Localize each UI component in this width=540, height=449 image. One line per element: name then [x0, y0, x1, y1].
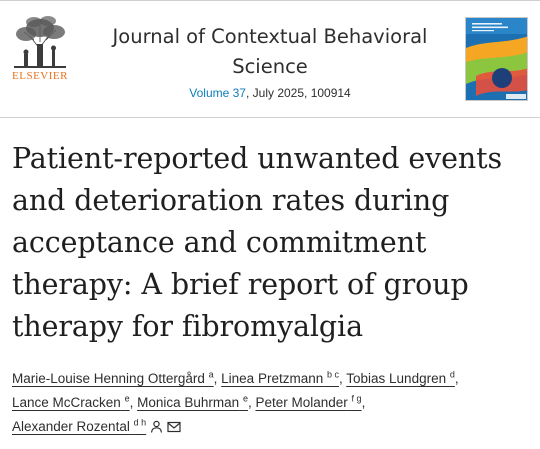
- author-link[interactable]: Tobias Lundgren d: [346, 369, 455, 386]
- affiliation-marker: f g: [351, 393, 362, 404]
- affiliation-marker: e: [242, 393, 248, 404]
- author-name: Linea Pretzmann: [221, 371, 324, 386]
- elsevier-tree-icon[interactable]: [8, 14, 72, 86]
- journal-cover-thumbnail[interactable]: [465, 17, 528, 101]
- author-link[interactable]: Marie-Louise Henning Ottergård a: [12, 369, 214, 386]
- journal-title[interactable]: Journal of Contextual Behavioral Science: [90, 22, 450, 82]
- article-title-line: therapy: A brief report of group: [12, 268, 469, 301]
- issue-info: , July 2025, 100914: [245, 86, 351, 100]
- author-name: Lance McCracken: [12, 395, 121, 410]
- author-link[interactable]: Monica Buhrman e: [137, 393, 248, 410]
- journal-info: Journal of Contextual Behavioral Science…: [90, 22, 450, 100]
- author-name: Alexander Rozental: [12, 419, 130, 434]
- volume-link[interactable]: Volume 37: [189, 86, 246, 100]
- journal-header: ELSEVIER Journal of Contextual Behaviora…: [0, 0, 540, 118]
- affiliation-marker: b c: [326, 369, 339, 380]
- publisher-name: ELSEVIER: [12, 70, 68, 82]
- article-title-line: acceptance and commitment: [12, 226, 427, 259]
- author-link[interactable]: Linea Pretzmann b c: [221, 369, 339, 386]
- author-name: Peter Molander: [255, 395, 348, 410]
- envelope-icon: [167, 417, 181, 441]
- author-list: Marie-Louise Henning Ottergård a, Linea …: [12, 367, 536, 441]
- author-name: Monica Buhrman: [137, 395, 240, 410]
- author-name: Tobias Lundgren: [346, 371, 447, 386]
- journal-title-line: Journal of Contextual Behavioral: [112, 25, 428, 48]
- author-link[interactable]: Lance McCracken e: [12, 393, 130, 410]
- author-link[interactable]: Alexander Rozental d h: [12, 417, 181, 434]
- article-title: Patient-reported unwanted events and det…: [12, 138, 536, 348]
- author-name: Marie-Louise Henning Ottergård: [12, 371, 205, 386]
- top-divider: [0, 0, 540, 1]
- journal-issue-meta: Volume 37, July 2025, 100914: [90, 86, 450, 100]
- journal-title-line: Science: [232, 55, 308, 78]
- article-title-line: Patient-reported unwanted events: [12, 142, 503, 175]
- author-link[interactable]: Peter Molander f g: [255, 393, 362, 410]
- article-title-line: therapy for fibromyalgia: [12, 310, 363, 343]
- affiliation-marker: d h: [133, 417, 147, 428]
- affiliation-marker: e: [124, 393, 130, 404]
- affiliation-marker: a: [208, 369, 214, 380]
- header-divider: [0, 117, 540, 118]
- affiliation-marker: d: [449, 369, 455, 380]
- article-title-line: and deterioration rates during: [12, 184, 450, 217]
- person-icon: [150, 417, 163, 441]
